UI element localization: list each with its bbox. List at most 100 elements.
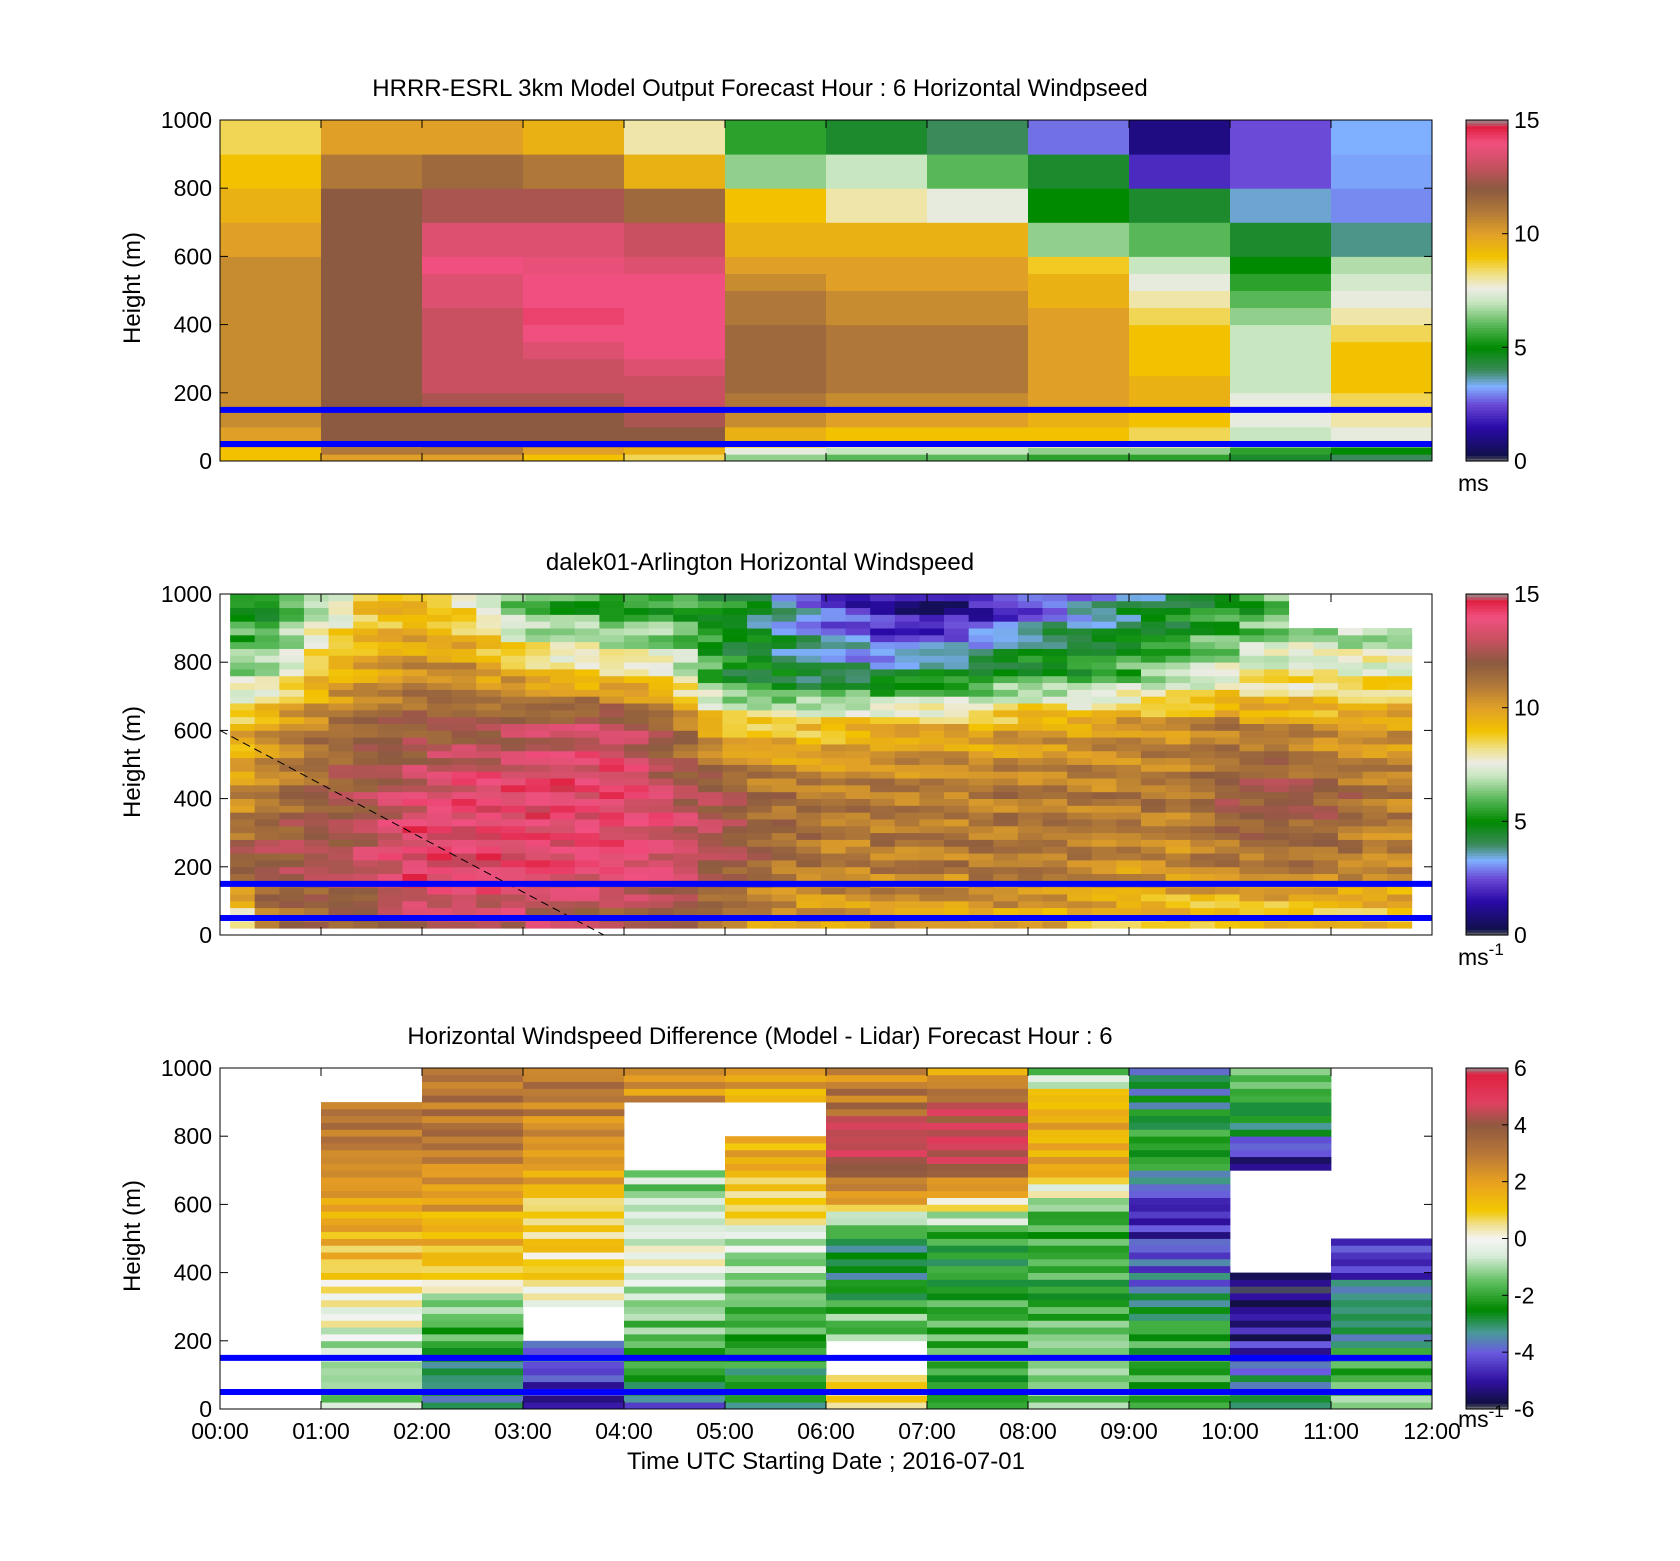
heatmap-cell [279,689,305,697]
heatmap-cell [1042,764,1068,772]
heatmap-cell [1190,887,1216,895]
heatmap-cell [673,737,699,745]
heatmap-cell [427,791,453,799]
heatmap-cell [624,1183,726,1192]
heatmap-cell [476,764,502,772]
heatmap-cell [574,778,600,786]
heatmap-cell [599,594,625,602]
heatmap-cell [1129,324,1231,343]
heatmap-cell [523,1129,625,1137]
heatmap-cell [722,859,748,868]
heatmap-cell [1331,358,1433,377]
heatmap-cell [624,1252,726,1260]
heatmap-cell [254,764,280,772]
heatmap-cell [826,1265,928,1273]
heatmap-cell [523,1211,625,1219]
heatmap-cell [624,866,650,875]
heatmap-cell [550,825,576,834]
heatmap-cell [624,1361,726,1369]
heatmap-cell [1362,648,1388,656]
heatmap-cell [1214,887,1240,895]
heatmap-cell [747,825,773,834]
heatmap-cell [1129,426,1231,442]
heatmap-cell [451,628,477,636]
heatmap-cell [894,709,920,718]
heatmap-cell [697,607,723,615]
heatmap-cell [402,771,428,779]
heatmap-cell [826,120,928,155]
colorbar-segment [1466,1309,1508,1313]
heatmap-cell [845,744,871,752]
heatmap-cell [1362,628,1388,636]
heatmap-cell [648,607,674,615]
heatmap-cell [500,771,526,779]
colorbar-segment [1466,219,1508,223]
heatmap-cell [820,607,846,615]
heatmap-cell [1067,737,1093,745]
heatmap-cell [377,716,403,724]
heatmap-cell [1091,750,1117,759]
colorbar-segment [1466,1400,1508,1404]
heatmap-cell [1313,703,1339,711]
heatmap-cell [1331,375,1433,394]
heatmap-cell [377,921,403,929]
colorbar-segment [1466,1121,1508,1126]
heatmap-cell [1129,341,1231,360]
colorbar-segment [1466,1315,1508,1319]
heatmap-cell [279,750,305,759]
heatmap-cell [1362,669,1388,677]
heatmap-cell [725,324,827,343]
heatmap-cell [1116,907,1142,915]
heatmap-cell [525,675,551,684]
heatmap-cell [321,1190,423,1198]
heatmap-cell [328,655,354,663]
heatmap-cell [279,771,305,779]
heatmap-cell [427,628,453,636]
heatmap-cell [725,1327,827,1335]
panel-lidar: dalek01-Arlington Horizontal Windspeed 0… [119,549,1540,970]
heatmap-cell [353,873,379,881]
heatmap-cell [500,696,526,704]
heatmap-cell [1288,778,1314,786]
heatmap-cell [993,825,1019,834]
heatmap-cell [1387,737,1413,745]
heatmap-cell [599,737,625,745]
colorbar-segment [1466,142,1508,147]
heatmap-cell [697,832,723,840]
heatmap-cell [1362,641,1388,649]
heatmap-cell [279,682,305,690]
heatmap-cell [697,682,723,690]
heatmap-cell [624,819,650,827]
heatmap-cell [377,662,403,670]
heatmap-cell [321,1177,423,1185]
heatmap-cell [725,1265,827,1273]
heatmap-cell [1042,887,1068,895]
heatmap-cell [328,866,354,875]
heatmap-cell [826,1163,928,1171]
heatmap-cell [523,1170,625,1178]
heatmap-cell [796,744,822,752]
heatmap-cell [500,634,526,643]
heatmap-cell [1362,757,1388,765]
heatmap-cell [451,784,477,793]
heatmap-cell [451,648,477,656]
heatmap-cell [845,669,871,677]
heatmap-cell [476,784,502,793]
colorbar-segment [1466,775,1508,780]
heatmap-cell [673,866,699,875]
heatmap-cell [1214,853,1240,861]
colorbar-segment [1466,205,1508,209]
heatmap-cell [1067,757,1093,765]
heatmap-cell [254,594,280,602]
heatmap-cell [1313,655,1339,663]
heatmap-cell [303,757,329,765]
heatmap-cell [993,866,1019,875]
colorbar-segment [1466,125,1508,130]
heatmap-cell [624,723,650,731]
heatmap-cell [574,607,600,615]
colorbar-segment [1466,1093,1508,1098]
heatmap-cell [648,791,674,799]
heatmap-cell [1190,675,1216,684]
colorbar-segment [1466,770,1508,774]
